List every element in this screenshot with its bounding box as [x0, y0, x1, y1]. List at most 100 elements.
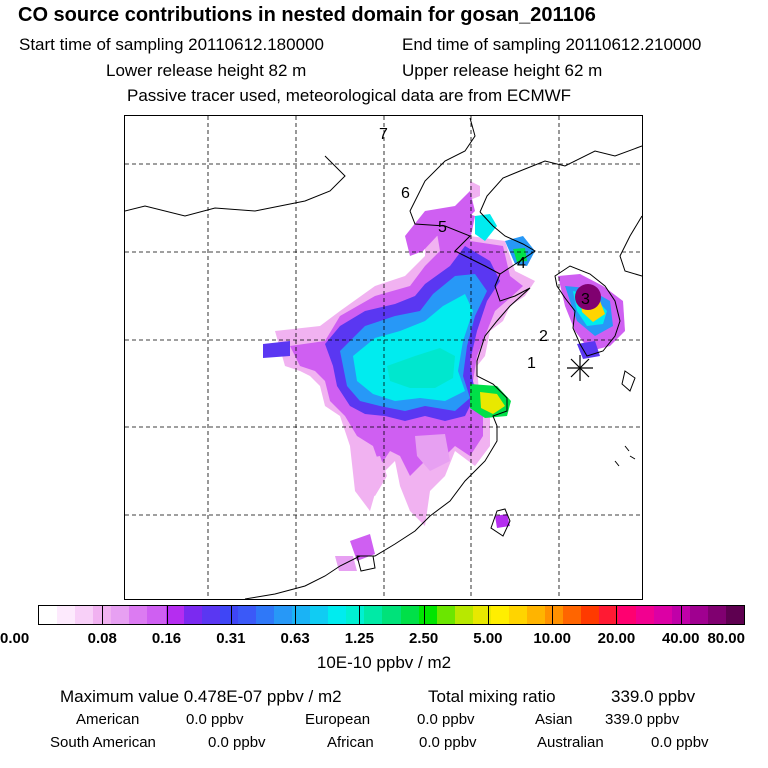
map-canvas: 1 2 3 4 5 6 7	[125, 116, 642, 599]
color-swatch	[183, 606, 202, 624]
color-swatch	[454, 606, 473, 624]
color-scale-tick-label: 1.25	[344, 630, 374, 647]
coastline-ryukyu	[614, 445, 636, 467]
color-scale-tick-mark	[102, 605, 104, 625]
color-scale-tick-mark	[359, 605, 361, 625]
color-swatch	[581, 606, 600, 624]
color-swatch	[509, 606, 528, 624]
coastline-china	[125, 117, 642, 599]
coastline-taiwan	[490, 508, 511, 537]
color-swatch	[545, 606, 564, 624]
color-swatch	[725, 606, 745, 624]
color-scale-tick-label: 80.00	[707, 630, 745, 647]
color-scale-tick-mark	[230, 605, 232, 625]
marker-1: 1	[527, 355, 536, 372]
color-swatch	[689, 606, 708, 624]
color-swatch	[165, 606, 184, 624]
color-swatch	[418, 606, 437, 624]
marker-7: 7	[379, 126, 388, 143]
color-swatch	[599, 606, 618, 624]
color-scale-tick-mark	[423, 605, 425, 625]
color-scale-tick-label: 0.31	[216, 630, 246, 647]
european-label: European	[305, 711, 371, 728]
marker-5: 5	[438, 219, 447, 236]
australian-value: 0.0 ppbv	[651, 734, 709, 751]
color-scale-tick-mark	[680, 605, 682, 625]
color-scale-tick-label: 2.50	[409, 630, 439, 647]
color-swatch	[292, 606, 311, 624]
end-time-label: End time of sampling 20110612.210000	[402, 35, 702, 54]
color-scale-tick-mark	[552, 605, 554, 625]
color-scale-tick-label: 0.16	[151, 630, 182, 647]
coastline-japan	[619, 215, 642, 277]
color-swatch	[57, 606, 76, 624]
plume-north-cyan	[475, 214, 497, 241]
color-swatch	[436, 606, 455, 624]
color-scale-tick-mark	[166, 605, 168, 625]
european-value: 0.0 ppbv	[417, 711, 475, 728]
color-scale-tick-label: 0.63	[280, 630, 310, 647]
coastline-korea	[554, 265, 621, 357]
south-american-value: 0.0 ppbv	[208, 734, 266, 751]
concentration-field	[263, 181, 625, 571]
plume-taiwan	[495, 514, 510, 528]
color-swatch	[563, 606, 582, 624]
color-scale-bar	[38, 605, 745, 625]
australian-label: Australian	[537, 734, 604, 751]
south-american-label: South American	[50, 734, 156, 751]
color-scale-tick-label: 20.00	[597, 630, 636, 647]
color-swatch	[346, 606, 365, 624]
asterisk-icon	[567, 355, 593, 381]
color-scale-tick-mark	[295, 605, 297, 625]
color-swatch	[472, 606, 491, 624]
color-swatch	[364, 606, 383, 624]
american-value: 0.0 ppbv	[186, 711, 244, 728]
map-panel: 1 2 3 4 5 6 7	[124, 115, 643, 600]
total-mixing-label: Total mixing ratio	[428, 687, 556, 706]
plume-north-arm	[405, 191, 475, 256]
color-swatch	[527, 606, 546, 624]
tracer-note: Passive tracer used, meteorological data…	[127, 86, 572, 105]
color-swatch	[328, 606, 347, 624]
color-scale-tick-mark	[487, 605, 489, 625]
color-swatch	[653, 606, 672, 624]
max-value-label: Maximum value 0.478E-07 ppbv / m2	[60, 687, 342, 706]
coastline-hainan	[356, 555, 376, 572]
color-swatch	[400, 606, 419, 624]
coastline-kyushu	[621, 370, 636, 392]
color-swatch	[75, 606, 94, 624]
asian-label: Asian	[535, 711, 573, 728]
start-time-label: Start time of sampling 20110612.180000	[19, 35, 324, 54]
color-swatch	[237, 606, 256, 624]
color-scale-tick-label: 10.00	[533, 630, 571, 647]
plume-green	[387, 348, 455, 388]
american-label: American	[76, 711, 140, 728]
color-scale-tick-mark	[616, 605, 618, 625]
color-swatch	[310, 606, 329, 624]
color-swatch	[274, 606, 293, 624]
african-label: African	[327, 734, 374, 751]
marker-3: 3	[581, 291, 590, 308]
color-scale-unit: 10E-10 ppbv / m2	[316, 653, 452, 672]
color-swatch	[617, 606, 636, 624]
coastlines	[125, 117, 642, 599]
plume-south-china	[350, 534, 375, 561]
color-swatch	[382, 606, 401, 624]
color-scale-tick-label: 0.08	[87, 630, 117, 647]
plume-west-finger	[263, 341, 290, 358]
marker-4: 4	[517, 255, 526, 272]
plume-south-2	[415, 434, 450, 471]
asian-value: 339.0 ppbv	[605, 711, 680, 728]
color-swatch	[147, 606, 166, 624]
color-swatch	[490, 606, 510, 624]
plume-korea-south	[577, 341, 600, 359]
plume-shanghai-yellow	[480, 392, 505, 414]
marker-2: 2	[539, 328, 548, 345]
african-value: 0.0 ppbv	[419, 734, 477, 751]
color-swatch	[201, 606, 220, 624]
color-swatch	[255, 606, 275, 624]
color-swatch	[219, 606, 238, 624]
upper-release-height: Upper release height 62 m	[402, 61, 603, 80]
marker-6: 6	[401, 185, 410, 202]
color-scale-tick-label: 5.00	[473, 630, 503, 647]
